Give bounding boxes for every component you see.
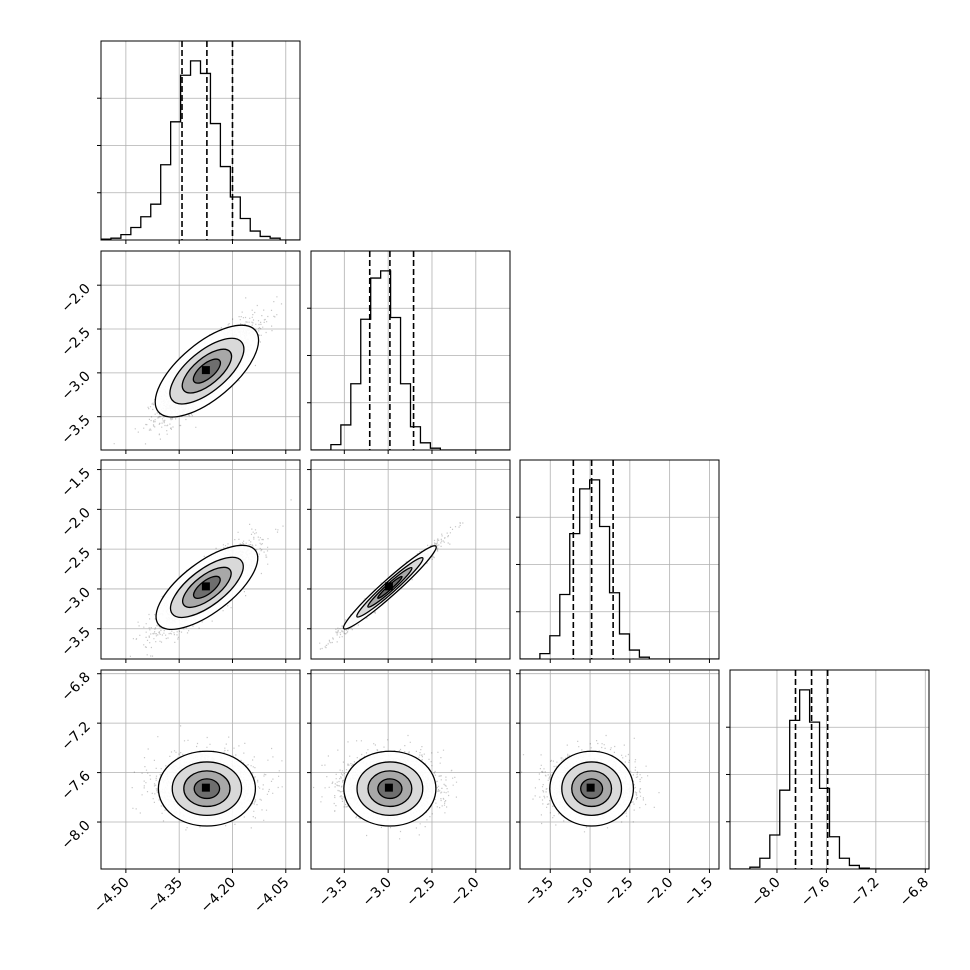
y-tick-label: −2.0 — [58, 281, 93, 316]
density-peak — [201, 783, 210, 792]
hist-panel-0 — [97, 40, 301, 244]
pair-panel-3-0 — [97, 669, 301, 873]
hist-panel-1 — [307, 250, 511, 454]
histogram-line — [101, 60, 300, 240]
pair-panel-1-0 — [97, 250, 301, 454]
histogram-line — [520, 479, 719, 659]
panel-frame — [100, 459, 301, 660]
x-tick-label: −3.0 — [562, 875, 597, 910]
panel-frame — [100, 40, 301, 241]
pair-content — [311, 670, 510, 869]
density-peak — [586, 783, 595, 792]
x-tick-label: −2.0 — [641, 875, 676, 910]
density-peak — [201, 582, 210, 591]
x-tick-label: −1.5 — [681, 875, 716, 910]
panel-frame — [310, 459, 511, 660]
y-tick-label: −3.0 — [58, 584, 93, 619]
y-tick-label: −2.5 — [58, 545, 93, 580]
x-tick-label: −2.5 — [601, 875, 636, 910]
histogram-line — [730, 689, 929, 869]
x-tick-label: −3.0 — [360, 875, 395, 910]
density-peak — [384, 783, 393, 792]
density-peak — [384, 582, 393, 591]
y-tick-label: −3.0 — [58, 368, 93, 403]
x-tick-label: −4.50 — [91, 875, 133, 917]
pair-content — [101, 670, 300, 869]
x-tick-label: −7.6 — [798, 874, 833, 909]
panel-frame — [729, 669, 930, 870]
panel-frame — [519, 459, 720, 660]
y-tick-label: −3.5 — [58, 412, 93, 447]
pair-content — [311, 460, 510, 659]
pair-panel-2-0 — [97, 459, 301, 663]
x-tick-label: −6.8 — [897, 875, 932, 910]
panel-frame — [310, 250, 511, 451]
y-tick-label: −7.2 — [58, 719, 93, 754]
x-tick-label: −4.35 — [144, 875, 186, 917]
pair-panel-2-1 — [307, 459, 511, 663]
y-tick-label: −6.8 — [58, 669, 93, 704]
y-tick-label: −2.0 — [58, 505, 93, 540]
panel-frame — [310, 669, 511, 870]
x-tick-label: −4.20 — [198, 875, 240, 917]
panel-frame — [100, 669, 301, 870]
x-tick-label: −3.5 — [316, 875, 351, 910]
y-tick-label: −3.5 — [58, 624, 93, 659]
histogram-line — [311, 270, 510, 450]
pair-content — [101, 460, 300, 659]
x-tick-label: −2.0 — [447, 875, 482, 910]
x-tick-label: −3.5 — [522, 875, 557, 910]
density-peak — [201, 366, 210, 375]
panel-frame — [100, 250, 301, 451]
pair-panel-3-2 — [516, 669, 720, 873]
y-tick-label: −7.6 — [58, 768, 93, 803]
pair-content — [520, 670, 719, 869]
x-tick-label: −8.0 — [748, 875, 783, 910]
x-tick-label: −7.2 — [847, 875, 882, 910]
x-tick-label: −4.05 — [251, 875, 293, 917]
hist-panel-3 — [726, 669, 930, 873]
y-tick-label: −8.0 — [58, 818, 93, 853]
panel-frame — [519, 669, 720, 870]
hist-panel-2 — [516, 459, 720, 663]
x-tick-label: −2.5 — [403, 875, 438, 910]
y-tick-label: −1.5 — [58, 465, 93, 500]
pair-panel-3-1 — [307, 669, 511, 873]
y-tick-label: −2.5 — [58, 325, 93, 360]
pair-content — [101, 251, 300, 450]
